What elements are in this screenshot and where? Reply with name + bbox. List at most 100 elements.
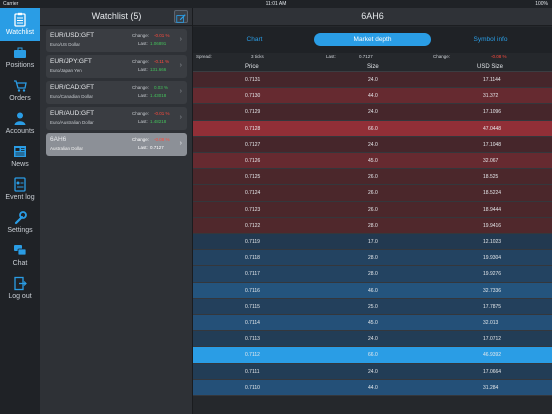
price-cell: 0.7111 xyxy=(245,368,260,375)
price-cell: 0.7117 xyxy=(245,271,260,278)
nav-label: Orders xyxy=(9,95,31,102)
depth-row[interactable]: 0.7115 25.0 17.7875 xyxy=(193,298,552,315)
symbol-name: EUR/USD:GFT xyxy=(50,32,95,39)
watchlist-panel: Watchlist (5) EUR/USD:GFT Euro/US Dollar… xyxy=(40,8,193,414)
nav-label: Event log xyxy=(5,194,35,201)
price-cell: 0.7116 xyxy=(245,287,260,294)
edit-watchlist-button[interactable] xyxy=(174,10,188,23)
change-label: Change: xyxy=(132,111,150,116)
usd-size-cell: 32.067 xyxy=(483,158,499,164)
change-label: Change: xyxy=(132,137,150,142)
symbol-name: 6AH6 xyxy=(50,136,67,143)
change-label: Change: xyxy=(132,33,150,38)
watchlist-item[interactable]: EUR/JPY:GFT Euro/Japan Yen Change: -0.11… xyxy=(46,55,187,78)
price-cell: 0.7112 xyxy=(245,352,260,359)
price-cell: 0.7129 xyxy=(245,109,261,116)
last-label: Last: xyxy=(138,93,148,98)
symbol-name: EUR/AUD:GFT xyxy=(50,110,95,117)
price-cell: 0.7123 xyxy=(245,206,261,213)
nav-item-log-out[interactable]: Log out xyxy=(0,272,40,305)
depth-summary-bar: Spread: 3 ticks Last: 0.7127 Change: -0.… xyxy=(193,53,552,62)
depth-row[interactable]: 0.7129 24.0 17.1096 xyxy=(193,104,552,121)
nav-item-watchlist[interactable]: Watchlist xyxy=(0,8,40,41)
depth-row[interactable]: 0.7126 45.0 32.067 xyxy=(193,153,552,170)
depth-row[interactable]: 0.7122 28.0 19.9416 xyxy=(193,217,552,234)
usd-size-cell: 17.1144 xyxy=(483,77,501,83)
size-cell: 24.0 xyxy=(368,336,378,343)
chevron-right-icon: › xyxy=(179,114,182,121)
depth-row[interactable]: 0.7111 24.0 17.0664 xyxy=(193,363,552,380)
tab-chart[interactable]: Chart xyxy=(246,36,263,43)
depth-row[interactable]: 0.7114 45.0 32.013 xyxy=(193,315,552,332)
depth-row[interactable]: 0.7128 66.0 47.0448 xyxy=(193,120,552,137)
depth-row[interactable]: 0.7110 44.0 31.284 xyxy=(193,379,552,396)
usd-size-cell: 17.1048 xyxy=(483,141,502,148)
depth-row[interactable]: 0.7112 66.0 46.9392 xyxy=(193,347,552,364)
price-cell: 0.7125 xyxy=(245,174,261,181)
watchlist-item[interactable]: EUR/CAD:GFT Euro/Canadian Dollar Change:… xyxy=(46,81,187,104)
usd-size-cell: 47.0448 xyxy=(483,125,502,132)
depth-row[interactable]: 0.7118 28.0 19.9304 xyxy=(193,250,552,267)
change-value: -0.08 % xyxy=(491,54,507,59)
nav-item-chat[interactable]: Chat xyxy=(0,239,40,272)
depth-row[interactable]: 0.7130 44.0 31.372 xyxy=(193,88,552,105)
usd-size-cell: 18.9444 xyxy=(483,206,502,213)
column-header-price: Price xyxy=(245,64,259,70)
symbol-name: EUR/CAD:GFT xyxy=(50,84,95,91)
nav-label: Positions xyxy=(5,62,35,69)
nav-item-positions[interactable]: Positions xyxy=(0,41,40,74)
briefcase-icon xyxy=(14,47,26,58)
size-cell: 46.0 xyxy=(368,287,378,294)
nav-item-orders[interactable]: Orders xyxy=(0,74,40,107)
depth-row[interactable]: 0.7124 26.0 18.5224 xyxy=(193,185,552,202)
size-cell: 28.0 xyxy=(368,271,378,278)
edit-icon xyxy=(176,14,186,23)
price-cell: 0.7127 xyxy=(245,141,261,148)
nav-item-event-log[interactable]: Event log xyxy=(0,173,40,206)
nav-item-accounts[interactable]: Accounts xyxy=(0,107,40,140)
spread-value: 3 ticks xyxy=(251,54,264,59)
depth-row[interactable]: 0.7113 24.0 17.0712 xyxy=(193,331,552,348)
price-cell: 0.7128 xyxy=(245,125,261,132)
change-value: -0.11 % xyxy=(154,59,170,64)
size-cell: 45.0 xyxy=(368,158,378,164)
chevron-right-icon: › xyxy=(179,140,182,147)
last-value: 0.7127 xyxy=(150,145,164,150)
size-cell: 26.0 xyxy=(368,174,378,181)
depth-row[interactable]: 0.7125 26.0 18.525 xyxy=(193,169,552,186)
status-bar: Carrier 11:01 AM 100% xyxy=(0,0,552,8)
tab-symbol-info[interactable]: Symbol info xyxy=(473,36,508,43)
price-cell: 0.7119 xyxy=(245,239,260,245)
price-cell: 0.7126 xyxy=(245,158,261,164)
size-cell: 26.0 xyxy=(368,190,378,197)
last-label: Last: xyxy=(138,119,148,124)
price-cell: 0.7118 xyxy=(245,255,260,262)
nav-item-news[interactable]: News xyxy=(0,140,40,173)
clipboard-icon xyxy=(14,12,26,27)
usd-size-cell: 17.0712 xyxy=(483,336,502,343)
usd-size-cell: 31.372 xyxy=(483,93,499,100)
depth-row[interactable]: 0.7116 46.0 32.7336 xyxy=(193,282,552,299)
change-label: Change: xyxy=(132,59,150,64)
depth-row[interactable]: 0.7123 26.0 18.9444 xyxy=(193,201,552,218)
watchlist-item[interactable]: EUR/AUD:GFT Euro/Australian Dollar Chang… xyxy=(46,107,187,130)
change-label: Change: xyxy=(132,85,150,90)
nav-item-settings[interactable]: Settings xyxy=(0,206,40,239)
nav-label: Watchlist xyxy=(5,29,35,36)
last-value: 1.48218 xyxy=(150,119,167,124)
depth-row[interactable]: 0.7117 28.0 19.9276 xyxy=(193,266,552,283)
clock: 11:01 AM xyxy=(265,1,287,7)
last-label: Last: xyxy=(326,54,336,59)
depth-row[interactable]: 0.7119 17.0 12.1023 xyxy=(193,234,552,251)
column-header-size: Size xyxy=(367,64,379,70)
depth-column-headers: Price Size USD Size xyxy=(193,62,552,72)
depth-row[interactable]: 0.7127 24.0 17.1048 xyxy=(193,136,552,153)
wrench-icon xyxy=(14,211,27,225)
nav-label: Accounts xyxy=(5,128,35,135)
watchlist-item[interactable]: EUR/USD:GFT Euro/US Dollar Change: -0.01… xyxy=(46,29,187,52)
tab-market-depth[interactable]: Market depth xyxy=(314,33,431,46)
watchlist-item-selected[interactable]: 6AH6 Australian Dollar Change: -0.08 % L… xyxy=(46,133,187,156)
size-cell: 24.0 xyxy=(368,109,378,116)
depth-row[interactable]: 0.7131 24.0 17.1144 xyxy=(193,72,552,89)
